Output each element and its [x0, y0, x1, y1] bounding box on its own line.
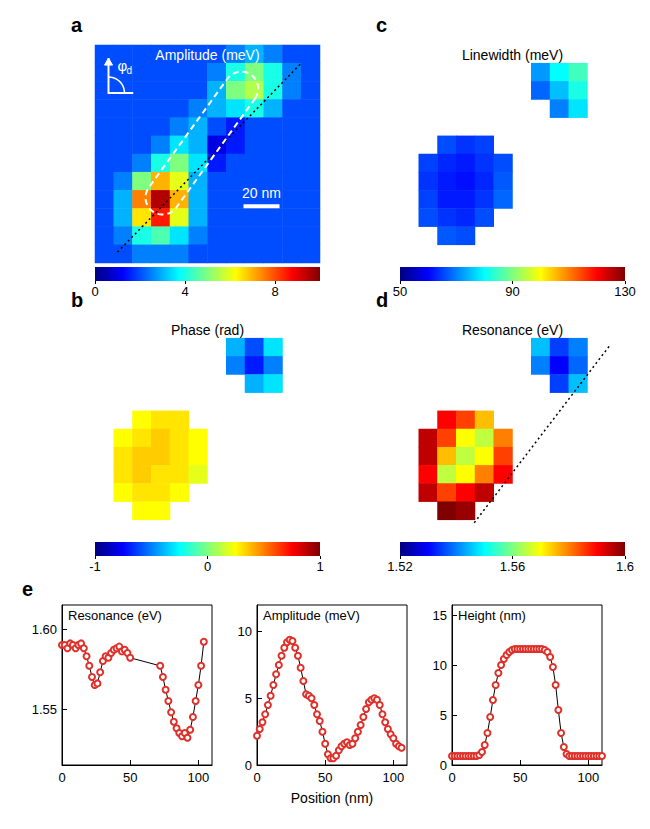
svg-text:5: 5 — [245, 691, 252, 706]
svg-text:10: 10 — [433, 658, 447, 673]
svg-text:15: 15 — [433, 608, 447, 623]
svg-text:0: 0 — [245, 758, 252, 773]
svg-text:20 nm: 20 nm — [242, 185, 281, 201]
svg-text:b: b — [71, 289, 83, 311]
svg-text:1.60: 1.60 — [32, 622, 57, 637]
svg-text:1.52: 1.52 — [387, 559, 412, 574]
svg-text:0: 0 — [204, 559, 211, 574]
svg-text:1: 1 — [316, 559, 323, 574]
svg-text:c: c — [376, 14, 387, 36]
svg-text:d: d — [376, 289, 388, 311]
svg-text:Resonance (eV): Resonance (eV) — [462, 322, 563, 338]
svg-text:5: 5 — [440, 708, 447, 723]
svg-text:0: 0 — [440, 758, 447, 773]
svg-text:0: 0 — [58, 770, 65, 785]
svg-text:0: 0 — [91, 284, 98, 299]
svg-text:Resonance (eV): Resonance (eV) — [68, 608, 162, 623]
svg-text:4: 4 — [181, 284, 188, 299]
svg-text:90: 90 — [505, 284, 519, 299]
svg-text:a: a — [71, 14, 83, 36]
svg-text:100: 100 — [578, 770, 600, 785]
svg-text:Position (nm): Position (nm) — [291, 790, 373, 806]
svg-text:100: 100 — [383, 770, 405, 785]
svg-text:1.56: 1.56 — [500, 559, 525, 574]
svg-text:Amplitude (meV): Amplitude (meV) — [263, 608, 360, 623]
svg-text:φ: φ — [117, 57, 128, 75]
svg-text:e: e — [22, 578, 33, 600]
svg-text:-1: -1 — [89, 559, 101, 574]
svg-text:50: 50 — [318, 770, 332, 785]
svg-text:10: 10 — [238, 624, 252, 639]
svg-text:100: 100 — [188, 770, 210, 785]
svg-text:50: 50 — [393, 284, 407, 299]
svg-text:8: 8 — [271, 284, 278, 299]
svg-text:0: 0 — [448, 770, 455, 785]
svg-text:0: 0 — [253, 770, 260, 785]
svg-text:50: 50 — [513, 770, 527, 785]
svg-text:130: 130 — [614, 284, 636, 299]
svg-text:50: 50 — [123, 770, 137, 785]
svg-text:Phase (rad): Phase (rad) — [171, 322, 244, 338]
svg-text:Linewidth (meV): Linewidth (meV) — [462, 47, 563, 63]
svg-text:d: d — [127, 65, 133, 76]
svg-text:Amplitude (meV): Amplitude (meV) — [155, 47, 259, 63]
svg-text:1.55: 1.55 — [32, 702, 57, 717]
svg-text:Height (nm): Height (nm) — [458, 608, 526, 623]
svg-text:1.6: 1.6 — [616, 559, 634, 574]
